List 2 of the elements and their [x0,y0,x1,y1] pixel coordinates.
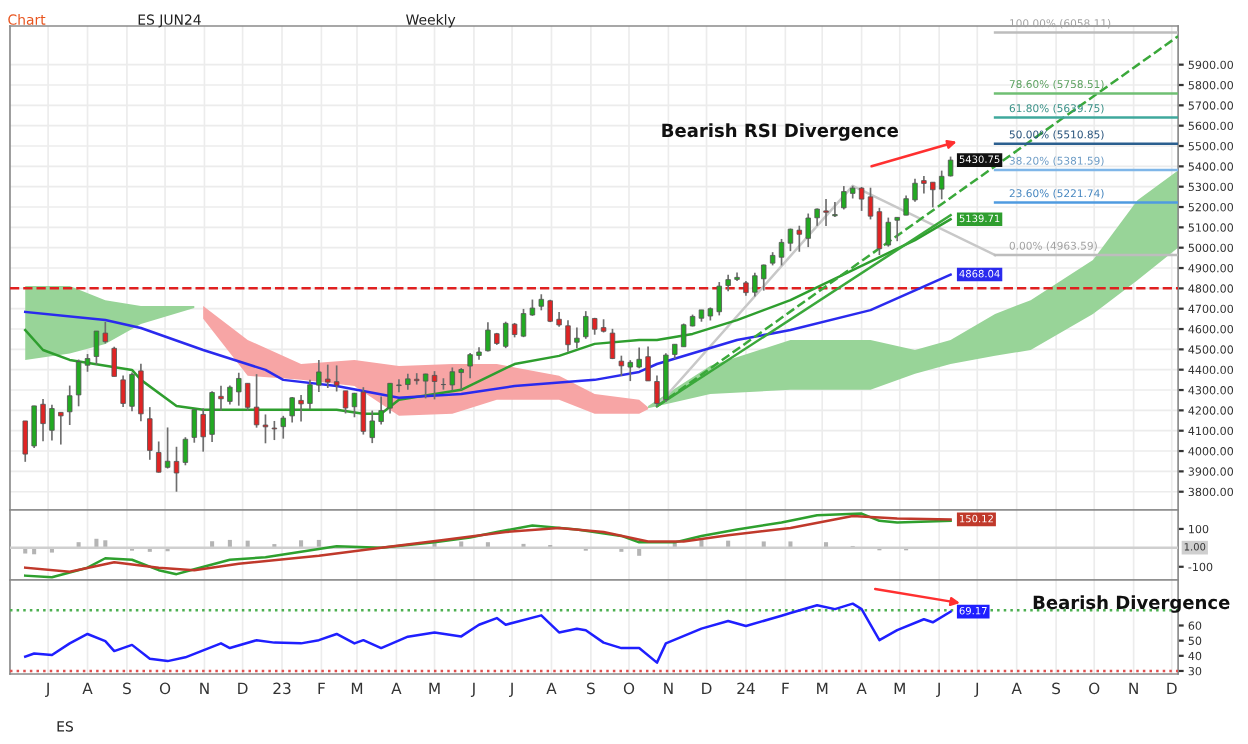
annotation: Bearish RSI Divergence [662,123,898,141]
annotation: Bearish Divergence [1033,595,1230,613]
